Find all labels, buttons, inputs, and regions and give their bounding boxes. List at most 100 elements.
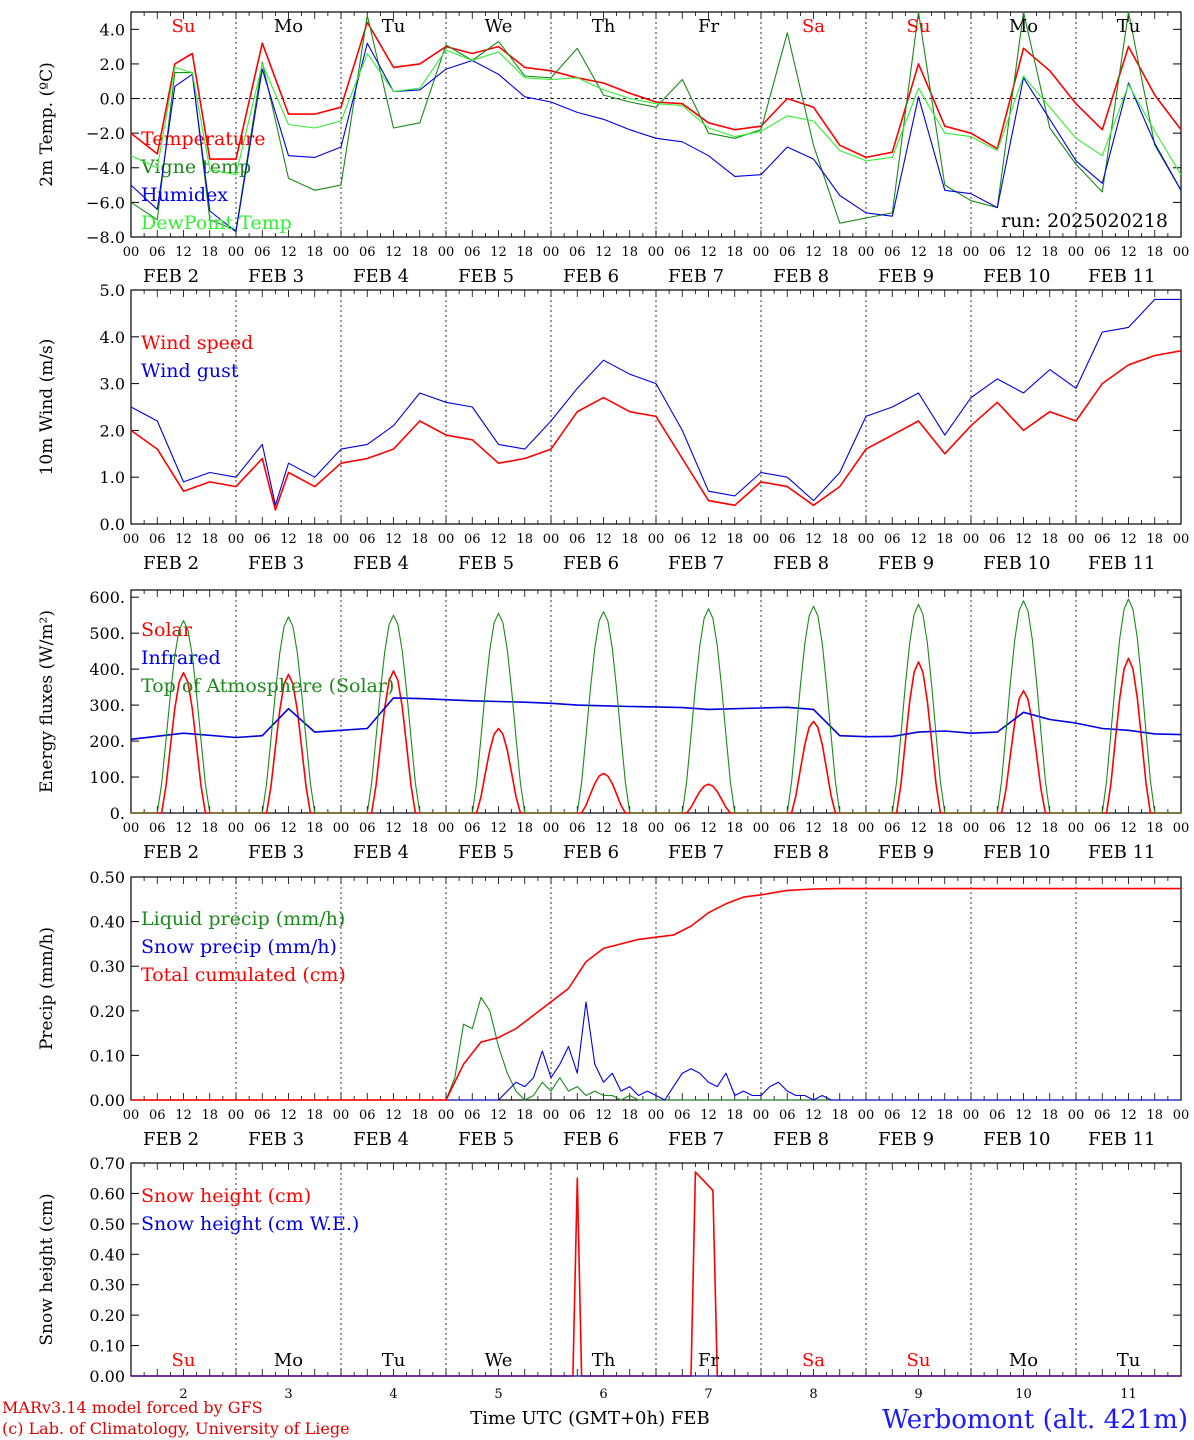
hour-label: 18 [411, 532, 428, 547]
series-line-liquid-precip-mm-h- [131, 996, 1181, 1101]
hour-label: 18 [1146, 532, 1163, 547]
hour-label: 00 [1173, 532, 1190, 547]
hour-label: 06 [779, 821, 796, 836]
hour-label: 18 [831, 1108, 848, 1123]
legend-entry: Temperature [141, 128, 265, 150]
hour-label: 18 [936, 245, 953, 260]
day-of-week: Su [172, 1350, 196, 1371]
legend-entry: Top of Atmosphere (Solar) [141, 675, 394, 697]
hour-label: 12 [175, 532, 192, 547]
hour-label: 06 [464, 1108, 481, 1123]
date-label: FEB 11 [1088, 842, 1155, 863]
hour-label: 12 [805, 532, 822, 547]
y-tick-label: 2.0 [100, 55, 125, 74]
hour-label: 12 [385, 821, 402, 836]
hour-label: 12 [490, 245, 507, 260]
series-line-wind-speed [130, 350, 1182, 511]
day-of-week: Fr [698, 1350, 719, 1371]
y-tick-label: 0.20 [89, 1306, 125, 1325]
hour-label: 18 [411, 821, 428, 836]
hour-label: 12 [595, 1108, 612, 1123]
hour-label: 06 [569, 1108, 586, 1123]
bottom-day-number: 9 [914, 1387, 922, 1402]
day-of-week: Mo [1009, 16, 1038, 37]
day-of-week: Tu [382, 1350, 406, 1371]
hour-label: 00 [858, 1108, 875, 1123]
legend-entry: Solar [141, 619, 193, 641]
y-tick-label: 600. [89, 588, 125, 607]
date-label: FEB 11 [1088, 553, 1155, 574]
y-tick-label: 0.20 [89, 1002, 125, 1021]
hour-label: 12 [700, 245, 717, 260]
y-tick-label: 0.0 [100, 90, 125, 109]
hour-label: 12 [490, 1108, 507, 1123]
series-line-wind-gust [130, 298, 1181, 506]
date-label: FEB 11 [1088, 1129, 1155, 1150]
y-tick-label: 0.00 [89, 1367, 125, 1386]
hour-label: 18 [516, 1108, 533, 1123]
legend-entry: Wind speed [141, 332, 253, 354]
y-tick-label: −2.0 [86, 124, 125, 143]
hour-label: 00 [1173, 821, 1190, 836]
y-tick-label: 4.0 [100, 328, 125, 347]
bottom-day-number: 2 [179, 1387, 187, 1402]
hour-label: 00 [228, 1108, 245, 1123]
series-line-temperature [130, 21, 1182, 160]
hour-label: 00 [333, 1108, 350, 1123]
date-label: FEB 3 [248, 842, 304, 863]
hour-label: 12 [595, 532, 612, 547]
y-tick-label: 0. [110, 804, 125, 823]
date-label: FEB 3 [248, 553, 304, 574]
hour-label: 12 [1015, 245, 1032, 260]
hour-label: 00 [543, 1108, 560, 1123]
date-label: FEB 7 [668, 842, 724, 863]
hour-label: 12 [700, 1108, 717, 1123]
hour-label: 12 [1120, 821, 1137, 836]
hour-label: 06 [779, 245, 796, 260]
hour-label: 12 [910, 245, 927, 260]
hour-label: 18 [1041, 532, 1058, 547]
hour-label: 12 [385, 245, 402, 260]
hour-label: 12 [280, 532, 297, 547]
hour-label: 12 [385, 532, 402, 547]
hour-label: 00 [648, 532, 665, 547]
hour-label: 18 [936, 1108, 953, 1123]
date-label: FEB 9 [878, 842, 934, 863]
hour-label: 06 [779, 1108, 796, 1123]
hour-label: 06 [359, 821, 376, 836]
date-label: FEB 2 [143, 553, 199, 574]
hour-label: 18 [831, 532, 848, 547]
hour-label: 00 [963, 245, 980, 260]
hour-label: 06 [359, 245, 376, 260]
hour-label: 12 [490, 532, 507, 547]
y-tick-label: 0.0 [100, 515, 125, 534]
y-tick-label: 0.10 [89, 1337, 125, 1356]
hour-label: 00 [753, 821, 770, 836]
day-of-week: Mo [274, 16, 303, 37]
hour-label: 18 [936, 532, 953, 547]
hour-label: 00 [648, 245, 665, 260]
legend-entry: Total cumulated (cm) [141, 964, 346, 986]
y-tick-label: 3.0 [100, 375, 125, 394]
legend-entry: Wind gust [141, 360, 239, 382]
y-tick-label: 5.0 [100, 281, 125, 300]
legend-entry: Liquid precip (mm/h) [141, 908, 345, 930]
hour-label: 06 [254, 1108, 271, 1123]
hour-label: 00 [1068, 821, 1085, 836]
hour-label: 18 [201, 245, 218, 260]
date-label: FEB 10 [983, 1129, 1050, 1150]
hour-label: 00 [228, 821, 245, 836]
y-tick-label: 0.30 [89, 1276, 125, 1295]
day-of-week: Sa [802, 1350, 825, 1371]
day-of-week: Sa [802, 16, 825, 37]
hour-label: 18 [516, 532, 533, 547]
day-of-week: Su [172, 16, 196, 37]
y-axis-label: 2m Temp. (ºC) [37, 62, 57, 187]
date-label: FEB 5 [458, 553, 514, 574]
y-tick-label: 500. [89, 624, 125, 643]
hour-label: 18 [201, 821, 218, 836]
hour-label: 18 [621, 1108, 638, 1123]
hour-label: 00 [438, 1108, 455, 1123]
y-tick-label: 200. [89, 732, 125, 751]
hour-label: 06 [149, 1108, 166, 1123]
